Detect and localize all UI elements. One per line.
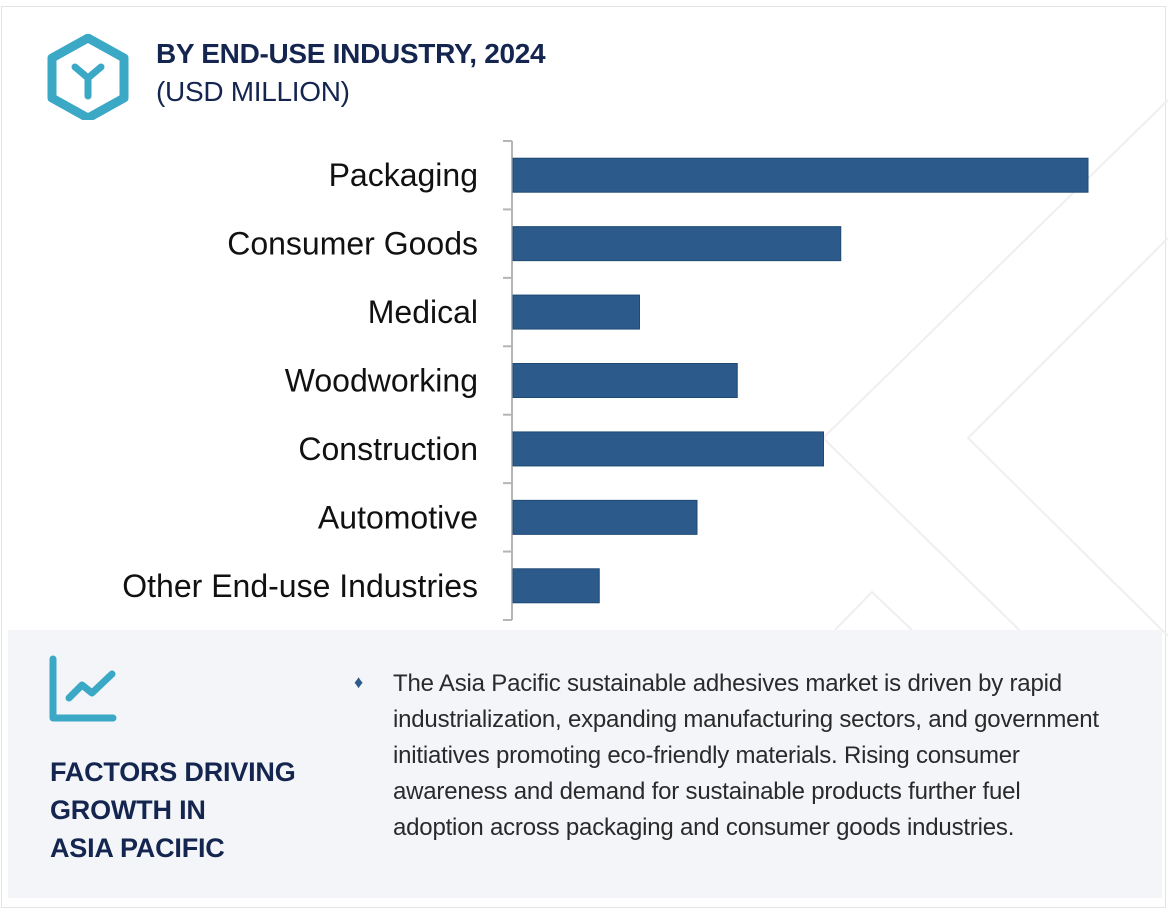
category-label: Construction — [298, 431, 478, 467]
chart-subtitle: (USD MILLION) — [156, 76, 350, 107]
factors-heading-line: GROWTH IN — [50, 795, 206, 825]
bar — [512, 294, 640, 330]
bar — [512, 226, 842, 262]
bar — [512, 568, 600, 604]
factors-panel — [8, 630, 1162, 898]
factors-description: The Asia Pacific sustainable adhesives m… — [393, 670, 1099, 841]
chart-title: BY END-USE INDUSTRY, 2024 — [156, 38, 546, 69]
bar — [512, 499, 698, 535]
category-label: Other End-use Industries — [122, 568, 478, 604]
bar-chart: Packaging Consumer Goods Medical Woodworkin… — [122, 140, 1089, 621]
bar — [512, 431, 824, 467]
diamond-bullet-icon: ♦ — [354, 672, 364, 692]
trend-chart-icon — [49, 655, 117, 722]
category-label: Consumer Goods — [227, 226, 478, 262]
bar — [512, 157, 1089, 193]
bar — [512, 363, 738, 398]
category-label: Packaging — [329, 157, 478, 193]
category-label: Woodworking — [285, 363, 478, 399]
factors-heading: FACTORS DRIVING GROWTH IN ASIA PACIFIC — [50, 753, 296, 867]
factors-heading-line: FACTORS DRIVING — [50, 757, 296, 787]
category-label: Medical — [368, 294, 478, 330]
factors-heading-line: ASIA PACIFIC — [50, 833, 225, 863]
category-label: Automotive — [318, 499, 478, 535]
hexagon-y-logo-icon — [47, 34, 129, 120]
